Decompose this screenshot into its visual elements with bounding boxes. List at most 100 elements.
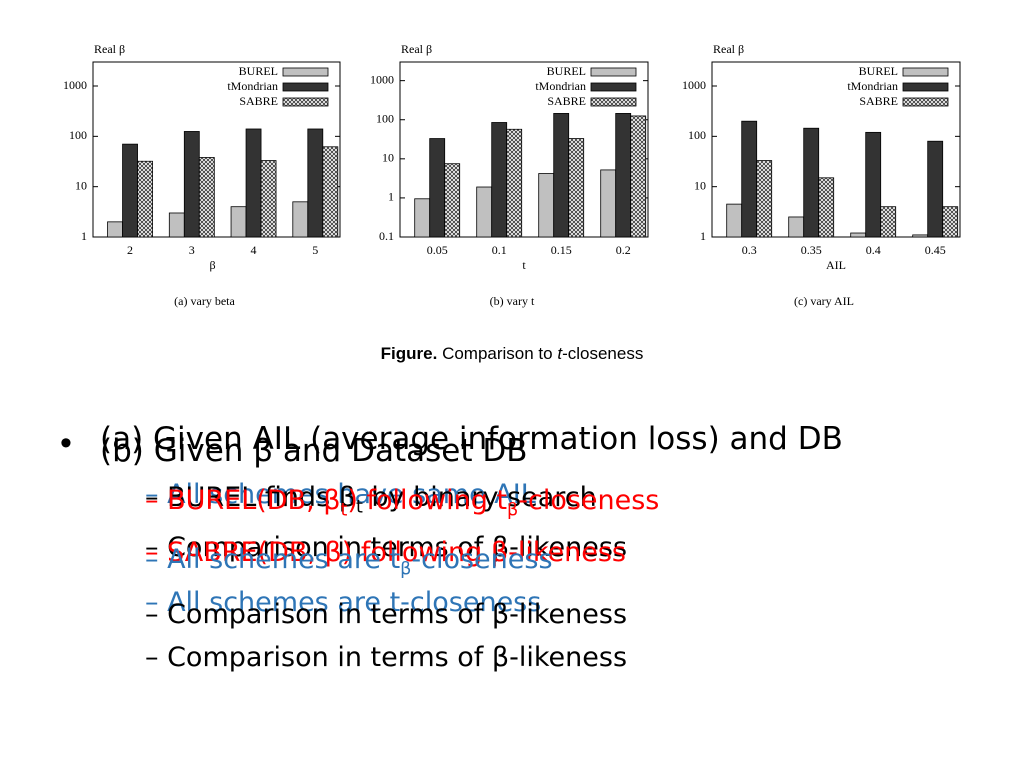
y-tick-label: 10 <box>694 178 706 192</box>
bar <box>168 212 185 238</box>
text-segment: -closeness <box>518 485 660 516</box>
bar <box>726 203 743 238</box>
y-tick-label: 1 <box>388 190 394 204</box>
bar <box>538 173 555 238</box>
bar <box>803 127 820 238</box>
caption-text: t <box>557 344 563 363</box>
legend-swatch <box>590 97 637 107</box>
bar <box>568 138 585 238</box>
text-line: – Comparison in terms of β-likeness <box>145 644 627 671</box>
bar <box>260 160 277 238</box>
plot-frame <box>711 61 961 238</box>
text-segment: (b) Given β and Dataset DB <box>100 433 528 469</box>
legend-swatch <box>902 82 949 92</box>
legend-label: SABRE <box>239 94 278 108</box>
text-line: – BUREL finds βt by binary search <box>145 484 597 517</box>
text-line: – All schemes have same AIL <box>145 481 536 508</box>
y-axis-label: Real β <box>713 42 744 56</box>
text-segment: ) following t <box>347 485 508 516</box>
text-segment: (a) Given AIL (average information loss)… <box>100 421 843 457</box>
subscript: β <box>400 559 412 580</box>
legend-swatch <box>282 97 329 107</box>
y-tick-label: 1 <box>700 229 706 243</box>
text-line: – Comparison in terms of β-likeness <box>145 534 627 561</box>
bar <box>942 206 959 238</box>
chart-caption: (c) vary AIL <box>794 294 854 308</box>
x-tick-label: 0.4 <box>866 243 881 257</box>
bar <box>198 157 215 238</box>
bar <box>322 146 339 238</box>
x-tick-label: 2 <box>127 243 133 257</box>
bar <box>615 113 632 238</box>
bar <box>307 128 324 238</box>
text-line: – Comparison in terms of β-likeness <box>145 601 627 628</box>
x-tick-label: 4 <box>251 243 257 257</box>
subscript: t <box>355 497 363 518</box>
bar <box>756 160 773 238</box>
text-segment: – BUREL finds β <box>145 482 356 513</box>
legend-label: SABRE <box>859 94 898 108</box>
bar <box>818 177 835 238</box>
text-line: – BUREL(DB, βt) following tβ-closeness <box>145 487 659 520</box>
legend-label: BUREL <box>547 64 586 78</box>
chart-caption: (a) vary beta <box>174 294 235 308</box>
text-segment: – All schemes are t <box>145 544 401 575</box>
bar <box>107 221 123 238</box>
x-tick-label: 0.05 <box>427 243 448 257</box>
text-segment: – Comparison in terms of β-likeness <box>145 532 628 563</box>
legend-label: tMondrian <box>535 79 586 93</box>
y-tick-label: 1000 <box>370 72 394 86</box>
legend-label: SABRE <box>547 94 586 108</box>
bar <box>600 169 617 238</box>
x-tick-label: 0.15 <box>551 243 572 257</box>
bar <box>429 138 446 238</box>
y-tick-label: 0.1 <box>379 229 394 243</box>
legend-label: tMondrian <box>847 79 898 93</box>
legend-label: BUREL <box>239 64 278 78</box>
y-axis-label: Real β <box>94 42 125 56</box>
y-tick-label: 10 <box>75 178 87 192</box>
bar <box>865 131 882 238</box>
x-tick-label: 0.35 <box>801 243 822 257</box>
text-segment: by binary search <box>362 482 597 513</box>
bar <box>912 234 929 238</box>
text-segment: – BUREL(DB, β <box>145 485 341 516</box>
legend-label: BUREL <box>859 64 898 78</box>
text-segment: – Comparison in terms of β-likeness <box>145 642 628 673</box>
text-segment: – Comparison in terms of β-likeness <box>145 599 628 630</box>
bar <box>630 115 647 238</box>
bar <box>850 232 867 238</box>
bar <box>476 186 493 238</box>
bar <box>414 198 431 238</box>
figure-caption: Figure. Comparison to t-closeness <box>0 344 1024 364</box>
y-tick-label: 1000 <box>682 78 706 92</box>
legend-swatch <box>282 82 329 92</box>
subscript: t <box>340 500 348 521</box>
legend-label: tMondrian <box>227 79 278 93</box>
y-tick-label: 10 <box>382 151 394 165</box>
y-tick-label: 100 <box>69 128 87 142</box>
text-segment: – All schemes are t-closeness <box>145 587 542 618</box>
bar <box>245 128 262 238</box>
x-tick-label: 3 <box>189 243 195 257</box>
bar <box>137 160 153 238</box>
y-tick-label: 100 <box>376 111 394 125</box>
legend-swatch <box>590 67 637 77</box>
legend-swatch <box>282 67 329 77</box>
bullet: • <box>60 424 72 462</box>
bar <box>183 131 200 238</box>
y-tick-label: 100 <box>688 128 706 142</box>
x-axis-label: β <box>209 258 215 272</box>
x-axis-label: AIL <box>826 258 846 272</box>
x-axis-label: t <box>522 258 526 272</box>
legend-swatch <box>902 67 949 77</box>
bar <box>553 113 570 238</box>
caption-text: Comparison to <box>442 344 558 363</box>
x-tick-label: 0.2 <box>616 243 631 257</box>
bar <box>122 143 138 238</box>
bar <box>491 122 508 238</box>
text-segment: – SABRE(DB, β) following β-likeness <box>145 537 626 568</box>
plot-frame <box>399 61 649 238</box>
x-tick-label: 0.3 <box>742 243 757 257</box>
